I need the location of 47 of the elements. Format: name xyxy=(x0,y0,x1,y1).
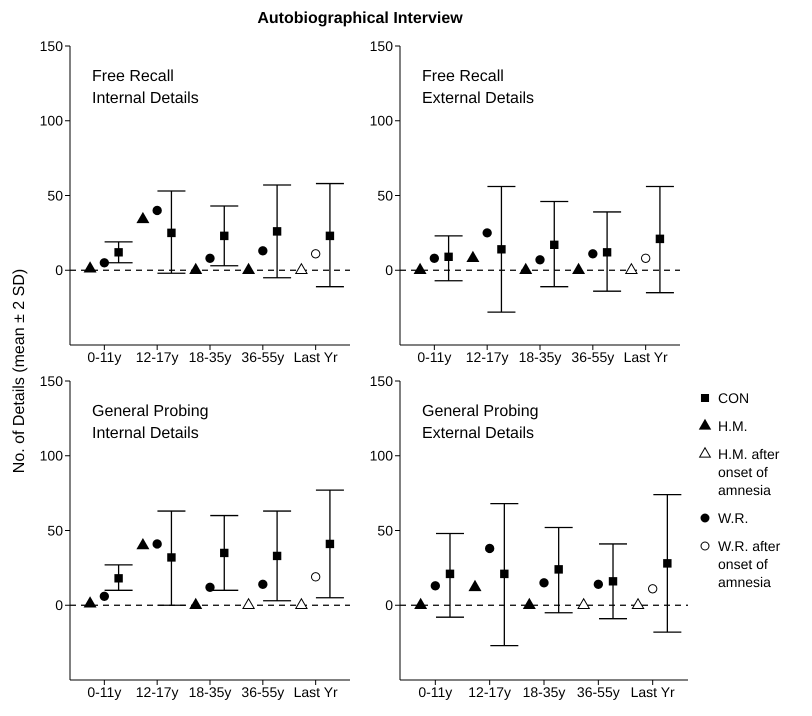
y-tick-label: 150 xyxy=(40,38,64,54)
x-tick-label: 12-17y xyxy=(136,348,179,365)
x-tick-label: 36-55y xyxy=(571,348,614,365)
y-axis-title: No. of Details (mean ± 2 SD) xyxy=(11,268,29,474)
legend-label: W.R. xyxy=(718,509,748,527)
y-tick-label: 150 xyxy=(40,372,64,389)
y-tick-label: 100 xyxy=(370,448,394,464)
y-tick-label: 0 xyxy=(385,262,394,278)
y-tick-label: 50 xyxy=(377,187,394,204)
y-tick-label: 150 xyxy=(370,372,394,389)
legend-label: H.M. after onset of amnesia xyxy=(718,445,780,499)
x-tick-label: 12-17y xyxy=(468,684,512,700)
text: Free Recall External Details xyxy=(422,67,534,109)
x-tick-label: 0-11y xyxy=(417,348,452,365)
x-tick-label: 36-55y xyxy=(241,348,284,365)
text: General Probing External Details xyxy=(422,402,539,444)
y-tick-label: 50 xyxy=(47,187,64,204)
x-tick-label: 18-35y xyxy=(188,684,232,700)
chart-title: Autobiographical Interview xyxy=(256,10,464,28)
legend-label: CON xyxy=(718,389,750,407)
x-tick-label: Last Yr xyxy=(294,684,338,700)
legend-label: W.R. after onset of amnesia xyxy=(718,537,782,591)
y-tick-label: 0 xyxy=(385,597,394,614)
x-tick-label: 36-55y xyxy=(241,684,284,700)
x-tick-label: 18-35y xyxy=(518,348,562,365)
y-tick-label: 50 xyxy=(377,522,394,538)
x-tick-label: 0-11y xyxy=(418,684,452,700)
y-tick-label: 0 xyxy=(55,597,64,614)
x-tick-label: Last Yr xyxy=(624,348,668,365)
y-tick-label: 100 xyxy=(40,112,64,129)
x-tick-label: 36-55y xyxy=(576,684,620,700)
x-tick-label: 0-11y xyxy=(87,684,122,700)
x-tick-label: 18-35y xyxy=(522,684,566,700)
text: Free Recall Internal Details xyxy=(92,67,199,109)
y-tick-label: 50 xyxy=(47,522,64,538)
x-tick-label: Last Yr xyxy=(630,684,676,700)
y-tick-label: 100 xyxy=(40,448,64,464)
x-tick-label: 0-11y xyxy=(87,348,122,365)
x-tick-label: 12-17y xyxy=(136,684,179,700)
y-tick-label: 150 xyxy=(370,38,394,54)
x-tick-label: Last Yr xyxy=(294,348,338,365)
x-tick-label: 12-17y xyxy=(466,348,509,365)
y-tick-label: 0 xyxy=(55,262,64,278)
text: General Probing Internal Details xyxy=(92,402,209,444)
y-tick-label: 100 xyxy=(370,112,394,129)
x-tick-label: 18-35y xyxy=(188,348,232,365)
legend-label: H.M. xyxy=(718,417,748,435)
